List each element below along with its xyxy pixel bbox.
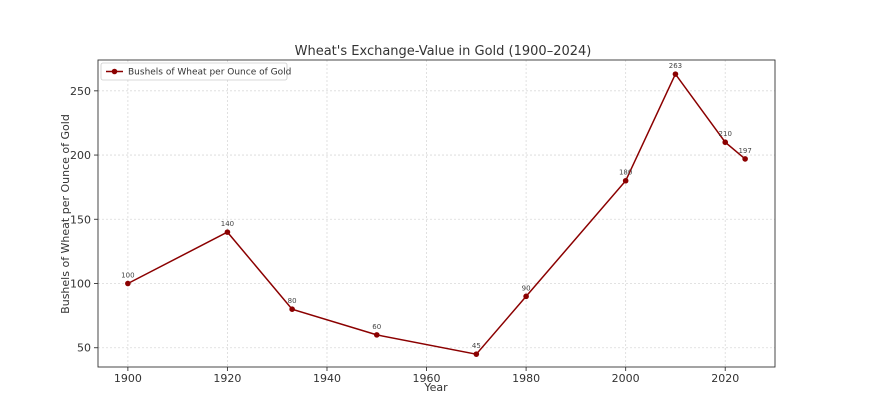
x-axis-label: Year (423, 381, 448, 394)
axis-ticks: 1900 1920 1940 1960 1980 2000 2020 50 100 150 200 2… (70, 85, 739, 385)
data-label: 80 (288, 297, 297, 305)
y-tick-label: 250 (70, 85, 91, 98)
x-tick-label: 1980 (512, 372, 540, 385)
data-label: 140 (221, 220, 234, 228)
x-tick-label: 1960 (413, 372, 441, 385)
data-label: 90 (522, 284, 531, 292)
series-line (127, 72, 746, 356)
y-tick-label: 150 (70, 213, 91, 226)
data-label: 210 (719, 130, 732, 138)
x-tick-label: 1940 (313, 372, 341, 385)
data-point (622, 177, 629, 184)
data-labels: 100 140 80 60 45 90 180 263 210 197 (121, 62, 752, 350)
series-layer (125, 71, 748, 357)
x-tick-label: 1900 (114, 372, 142, 385)
data-point (373, 332, 380, 338)
y-tick-label: 100 (70, 278, 91, 291)
data-point (742, 156, 748, 162)
plot-frame (97, 59, 776, 368)
data-point (473, 351, 480, 357)
y-axis-label: Bushels of Wheat per Ounce of Gold (59, 114, 72, 314)
x-tick-label: 1920 (213, 372, 241, 385)
legend-box (100, 62, 288, 81)
chart-title: Wheat's Exchange-Value in Gold (1900–202… (295, 44, 592, 59)
data-point (672, 71, 679, 77)
data-label: 180 (619, 169, 632, 177)
legend-entry: Bushels of Wheat per Ounce of Gold (128, 68, 291, 78)
data-point (224, 229, 231, 235)
x-tick-label: 2000 (612, 372, 640, 385)
data-point (523, 293, 529, 300)
data-point (125, 280, 131, 287)
data-point (289, 306, 295, 312)
data-label: 45 (472, 342, 481, 350)
grid (98, 60, 775, 367)
y-tick-label: 200 (70, 149, 91, 162)
x-tick-label: 2020 (711, 372, 739, 385)
data-label: 100 (121, 272, 134, 280)
data-label: 263 (669, 62, 682, 70)
legend-marker-swatch (111, 68, 118, 75)
legend: Bushels of Wheat per Ounce of Gold (100, 62, 291, 81)
data-point (722, 139, 729, 146)
data-label: 197 (738, 147, 751, 155)
y-tick-label: 50 (77, 342, 91, 355)
data-label: 60 (372, 323, 381, 331)
